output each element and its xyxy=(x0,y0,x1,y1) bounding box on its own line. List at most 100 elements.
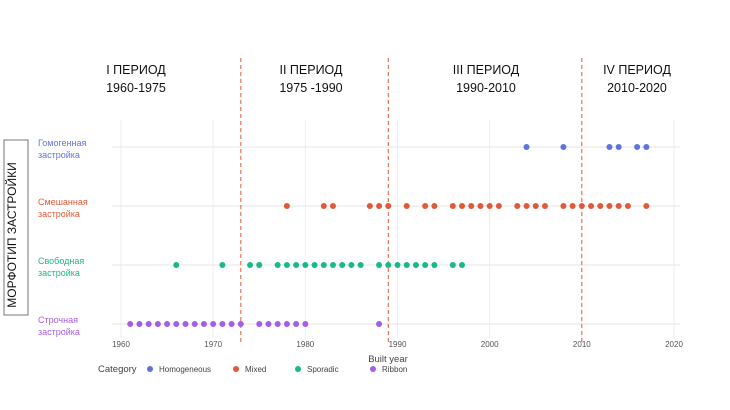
period-label-layer: I ПЕРИОД 1960-1975 II ПЕРИОД 1975 -1990 III … xyxy=(106,63,671,95)
period-title: III ПЕРИОД xyxy=(453,63,520,77)
category-label-sporadic: застройка xyxy=(38,268,80,278)
data-point-mixed xyxy=(283,203,290,209)
data-point-sporadic xyxy=(357,262,364,268)
y-axis-title: МОРФОТИП ЗАСТРОЙКИ xyxy=(4,162,19,307)
data-point-layer xyxy=(127,144,650,327)
data-point-ribbon xyxy=(200,321,207,327)
category-label-mixed: застройка xyxy=(38,209,80,219)
data-point-ribbon xyxy=(154,321,161,327)
data-point-homogeneous xyxy=(643,144,650,150)
data-point-ribbon xyxy=(293,321,300,327)
data-point-homogeneous xyxy=(615,144,622,150)
data-point-sporadic xyxy=(348,262,355,268)
period-range: 2010-2020 xyxy=(607,81,667,95)
data-point-ribbon xyxy=(219,321,226,327)
data-point-mixed xyxy=(495,203,502,209)
data-point-mixed xyxy=(449,203,456,209)
x-axis-title: Built year xyxy=(368,354,408,365)
data-point-sporadic xyxy=(311,262,318,268)
data-point-homogeneous xyxy=(634,144,641,150)
data-point-ribbon xyxy=(182,321,189,327)
data-point-mixed xyxy=(514,203,521,209)
data-point-mixed xyxy=(385,203,392,209)
x-tick-label: 1970 xyxy=(204,340,222,349)
data-point-sporadic xyxy=(302,262,309,268)
data-point-sporadic xyxy=(247,262,254,268)
data-point-mixed xyxy=(560,203,567,209)
data-point-mixed xyxy=(431,203,438,209)
label-layer: МОРФОТИП ЗАСТРОЙКИ Built year Category xyxy=(3,139,408,375)
data-point-mixed xyxy=(541,203,548,209)
data-point-homogeneous xyxy=(523,144,530,150)
legend-label-ribbon: Ribbon xyxy=(382,365,407,374)
data-point-sporadic xyxy=(412,262,419,268)
data-point-mixed xyxy=(588,203,595,209)
data-point-ribbon xyxy=(228,321,235,327)
legend-marker-sporadic xyxy=(295,366,301,372)
period-range: 1960-1975 xyxy=(106,81,166,95)
category-label-ribbon: Строчная xyxy=(38,315,78,325)
data-point-ribbon xyxy=(256,321,263,327)
data-point-mixed xyxy=(477,203,484,209)
data-point-sporadic xyxy=(459,262,466,268)
data-point-sporadic xyxy=(173,262,180,268)
data-point-ribbon xyxy=(302,321,309,327)
data-point-ribbon xyxy=(210,321,217,327)
category-label-homogeneous: Гомогенная xyxy=(38,138,87,148)
data-point-mixed xyxy=(606,203,613,209)
data-point-sporadic xyxy=(293,262,300,268)
period-divider-layer xyxy=(240,58,583,345)
data-point-mixed xyxy=(532,203,539,209)
legend-marker-mixed xyxy=(233,366,239,372)
data-point-mixed xyxy=(615,203,622,209)
data-point-sporadic xyxy=(283,262,290,268)
legend-label-homogeneous: Homogeneous xyxy=(159,365,211,374)
data-point-sporadic xyxy=(403,262,410,268)
data-point-mixed xyxy=(578,203,585,209)
grid-layer: 1960 1970 1980 1990 2000 2010 2020 Гомогенная за… xyxy=(38,120,683,349)
data-point-sporadic xyxy=(219,262,226,268)
data-point-mixed xyxy=(468,203,475,209)
legend-label-mixed: Mixed xyxy=(245,365,266,374)
category-label-sporadic: Свободная xyxy=(38,256,84,266)
data-point-ribbon xyxy=(283,321,290,327)
data-point-ribbon xyxy=(136,321,143,327)
data-point-ribbon xyxy=(237,321,244,327)
data-point-ribbon xyxy=(127,321,134,327)
legend-title: Category xyxy=(98,364,137,375)
data-point-homogeneous xyxy=(560,144,567,150)
legend-marker-homogeneous xyxy=(147,366,153,372)
data-point-ribbon xyxy=(145,321,152,327)
data-point-sporadic xyxy=(422,262,429,268)
data-point-sporadic xyxy=(385,262,392,268)
data-point-ribbon xyxy=(265,321,272,327)
data-point-mixed xyxy=(624,203,631,209)
legend-label-sporadic: Sporadic xyxy=(307,365,339,374)
x-tick-label: 1980 xyxy=(296,340,314,349)
legend: Homogeneous Mixed Sporadic Ribbon xyxy=(147,365,407,374)
category-label-ribbon: застройка xyxy=(38,327,80,337)
data-point-sporadic xyxy=(394,262,401,268)
data-point-sporadic xyxy=(329,262,336,268)
x-tick-label: 1990 xyxy=(389,340,407,349)
data-point-mixed xyxy=(329,203,336,209)
data-point-sporadic xyxy=(320,262,327,268)
x-tick-label: 2010 xyxy=(573,340,591,349)
data-point-sporadic xyxy=(431,262,438,268)
data-point-ribbon xyxy=(164,321,171,327)
data-point-sporadic xyxy=(256,262,263,268)
data-point-mixed xyxy=(569,203,576,209)
category-label-mixed: Смешанная xyxy=(38,197,88,207)
legend-marker-ribbon xyxy=(370,366,376,372)
x-tick-label: 2000 xyxy=(481,340,499,349)
data-point-homogeneous xyxy=(606,144,613,150)
data-point-mixed xyxy=(523,203,530,209)
period-title: IV ПЕРИОД xyxy=(603,63,671,77)
data-point-mixed xyxy=(459,203,466,209)
data-point-ribbon xyxy=(191,321,198,327)
data-point-ribbon xyxy=(376,321,383,327)
y-axis-title-box xyxy=(3,139,29,316)
data-point-ribbon xyxy=(274,321,281,327)
period-range: 1975 -1990 xyxy=(279,81,342,95)
